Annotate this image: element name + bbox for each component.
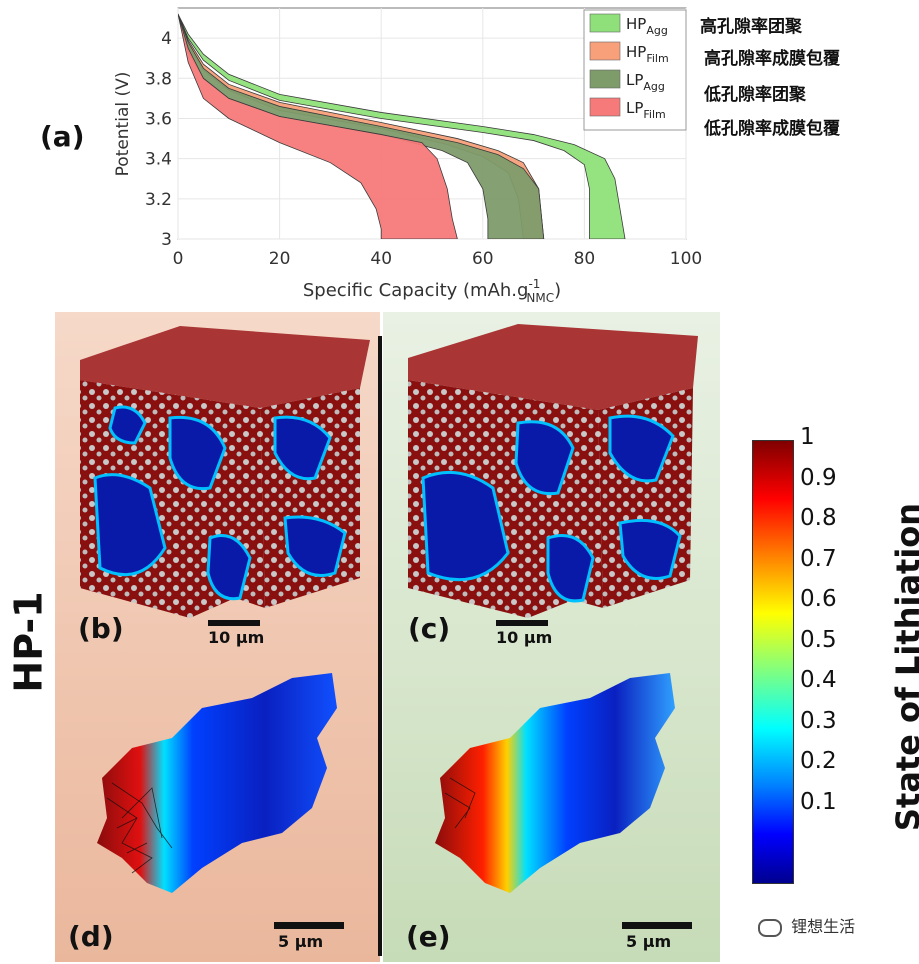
scale-bar-b — [208, 620, 260, 626]
chart-legend: HPAgg HPFilm LPAgg LPFilm — [583, 9, 687, 131]
legend-label-2: LPAgg — [626, 71, 665, 93]
colorbar-tick-3: 0.7 — [800, 545, 837, 572]
particle-film — [435, 673, 675, 893]
panel-label-b: (b) — [78, 612, 124, 645]
y-tick-label-1: 3.2 — [145, 190, 172, 210]
legend-label-0: HPAgg — [626, 15, 668, 37]
scale-text-d: 5 μm — [278, 932, 324, 951]
microstructure-3d-agg — [80, 326, 370, 618]
band-lp-film — [178, 13, 458, 239]
annotation-lp-film: 低孔隙率成膜包覆 — [704, 119, 840, 139]
y-axis-ticks: 3 3.2 3.4 3.6 3.8 4 — [145, 29, 172, 250]
x-tick-label-1: 20 — [269, 249, 291, 269]
y-tick-label-3: 3.6 — [145, 109, 172, 129]
colorbar — [752, 440, 794, 884]
legend-swatch-2 — [589, 69, 621, 89]
scale-text-c: 10 μm — [496, 628, 553, 647]
watermark-text: 锂想生活 — [791, 917, 856, 936]
x-tick-label-2: 40 — [370, 249, 392, 269]
x-tick-label-0: 0 — [173, 249, 184, 269]
y-tick-label-0: 3 — [161, 230, 172, 250]
colorbar-tick-9: 0.1 — [800, 788, 837, 815]
legend-label-1: HPFilm — [626, 43, 669, 65]
x-tick-label-5: 100 — [670, 249, 702, 269]
legend-swatch-0 — [589, 13, 621, 33]
watermark: 锂想生活 — [758, 913, 855, 937]
scale-bar-d — [274, 922, 344, 929]
legend-label-3: LPFilm — [626, 99, 666, 121]
y-tick-label-5: 4 — [161, 29, 172, 49]
discharge-curve-chart: 0 20 40 60 80 100 3 3.2 3.4 3.6 3.8 4 (a) Potentia… — [40, 7, 703, 305]
annotation-hp-agg: 高孔隙率团聚 — [700, 17, 802, 37]
colorbar-tick-1: 0.9 — [800, 464, 837, 491]
panel-divider — [378, 336, 382, 956]
particle-agg — [97, 673, 337, 893]
colorbar-tick-7: 0.3 — [800, 707, 837, 734]
colorbar-tick-8: 0.2 — [800, 748, 837, 774]
x-tick-label-3: 60 — [472, 249, 494, 269]
colorbar-tick-4: 0.6 — [800, 586, 837, 612]
y-axis-label: Potential (V) — [113, 72, 133, 177]
microstructure-3d-film — [408, 324, 698, 618]
annotation-hp-film: 高孔隙率成膜包覆 — [704, 49, 840, 69]
band-hp-agg — [178, 13, 626, 239]
annotation-lp-agg: 低孔隙率团聚 — [704, 85, 806, 105]
chat-bubble-icon — [758, 918, 782, 937]
colorbar-tick-6: 0.4 — [800, 667, 837, 693]
x-axis-ticks: 0 20 40 60 80 100 — [173, 249, 703, 269]
legend-swatch-3 — [589, 97, 621, 117]
colorbar-title: State of Lithiation — [889, 502, 919, 832]
x-tick-label-4: 80 — [574, 249, 596, 269]
colorbar-tick-0: 1 — [800, 424, 815, 450]
series-bands — [178, 13, 626, 239]
scale-text-b: 10 μm — [208, 628, 265, 647]
panel-label-a: (a) — [40, 120, 85, 153]
panel-label-d: (d) — [68, 920, 114, 953]
y-tick-label-2: 3.4 — [145, 150, 172, 170]
scale-bar-c — [496, 620, 548, 626]
panel-label-c: (c) — [408, 612, 451, 645]
side-label-hp1: HP-1 — [6, 591, 51, 693]
scale-text-e: 5 μm — [626, 932, 672, 951]
scale-bar-e — [622, 922, 692, 929]
legend-swatch-1 — [589, 41, 621, 61]
y-tick-label-4: 3.8 — [145, 69, 172, 89]
colorbar-tick-5: 0.5 — [800, 626, 837, 653]
colorbar-tick-2: 0.8 — [800, 505, 837, 531]
x-axis-label: Specific Capacity (mAh.g-1 NMC) — [303, 277, 561, 305]
panel-label-e: (e) — [406, 920, 451, 953]
